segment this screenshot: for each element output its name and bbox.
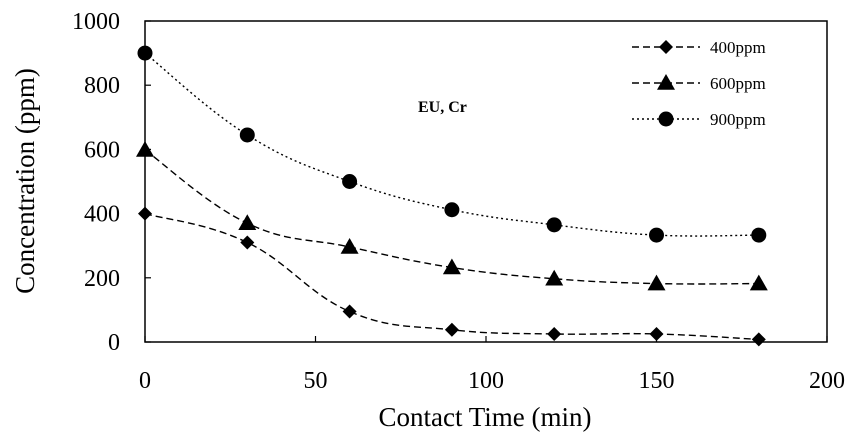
data-point: [749, 274, 768, 291]
axis-ticks: 0 50 100 150 200 0 200 400 600 800 1000: [72, 9, 845, 394]
y-tick-label: 200: [84, 266, 120, 292]
x-tick-label: 200: [809, 368, 845, 394]
legend-item: 600ppm: [632, 74, 766, 93]
data-point: [138, 206, 152, 221]
y-tick-label: 600: [84, 137, 120, 163]
y-tick-label: 800: [84, 73, 120, 99]
y-axis-title: Concentration (ppm): [10, 68, 40, 294]
x-tick-label: 50: [304, 368, 328, 394]
legend-label: 600ppm: [710, 74, 766, 93]
data-point: [547, 326, 562, 341]
data-point: [647, 274, 666, 291]
data-point: [239, 127, 255, 143]
y-tick-label: 400: [84, 202, 120, 228]
y-tick-label: 0: [108, 330, 120, 356]
x-axis-title: Contact Time (min): [378, 402, 591, 432]
data-point: [751, 227, 767, 243]
series-600ppm: [136, 141, 768, 291]
legend-label: 400ppm: [710, 38, 766, 57]
annotation: EU, Cr: [418, 99, 467, 116]
data-point: [240, 235, 255, 250]
legend-marker: [657, 74, 675, 90]
data-point: [442, 258, 461, 275]
x-tick-label: 100: [468, 368, 504, 394]
data-point: [238, 214, 257, 230]
data-point: [649, 326, 664, 341]
data-point: [342, 304, 357, 319]
data-point: [340, 237, 359, 254]
legend-item: 400ppm: [632, 38, 766, 57]
data-point: [444, 322, 459, 337]
x-tick-label: 150: [639, 368, 675, 394]
series-400ppm: [138, 206, 766, 347]
legend-label: 900ppm: [710, 110, 766, 129]
data-point: [342, 174, 358, 189]
legend-item: 900ppm: [632, 110, 766, 129]
legend-marker: [658, 111, 674, 127]
plot-area: [144, 20, 828, 343]
series-layer: [136, 45, 768, 347]
data-point: [444, 202, 460, 218]
series-900ppm: [137, 45, 767, 243]
data-point: [136, 141, 154, 157]
x-tick-label: 0: [139, 368, 151, 394]
y-tick-label: 1000: [72, 9, 120, 35]
data-point: [137, 45, 153, 61]
data-point: [545, 269, 564, 286]
data-point: [546, 217, 562, 233]
data-point: [751, 332, 766, 347]
legend-marker: [659, 40, 673, 54]
legend: 400ppm 600ppm 900ppm: [632, 38, 766, 129]
data-point: [649, 227, 664, 243]
